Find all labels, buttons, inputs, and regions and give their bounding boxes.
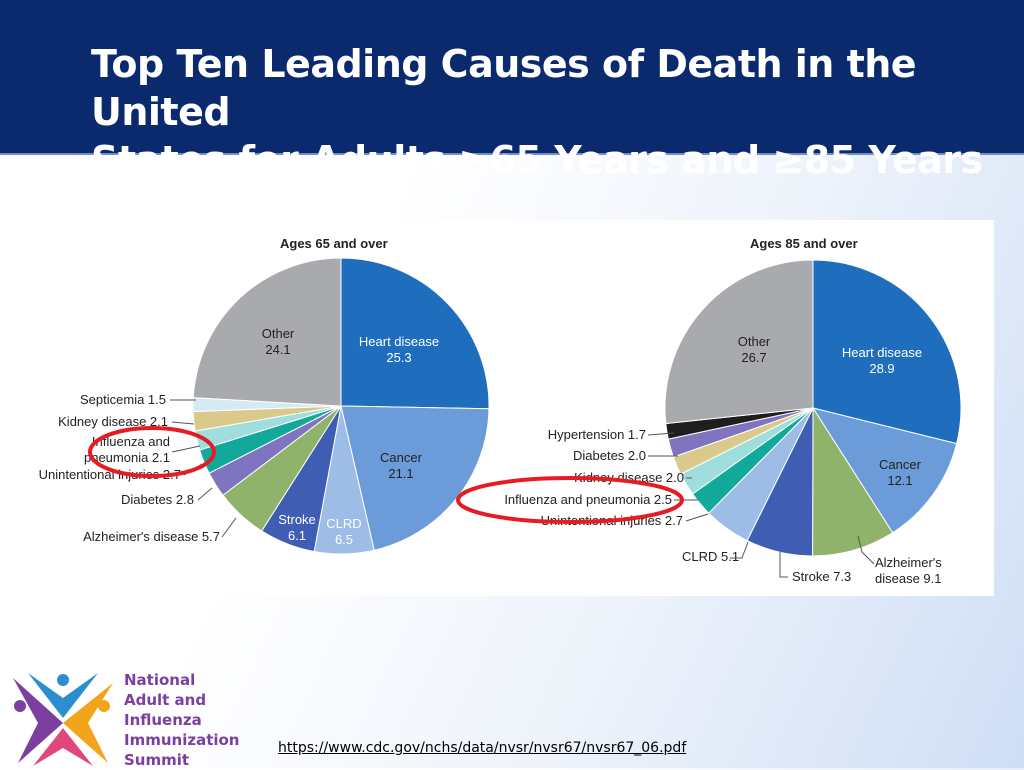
- logo-line: National: [124, 671, 196, 689]
- data-label: 28.9: [869, 361, 894, 376]
- pie-slice-other: [192, 257, 342, 407]
- chart-title: Ages 85 and over: [750, 236, 858, 251]
- data-label: Cancer: [380, 450, 423, 465]
- logo-line: Summit: [124, 751, 190, 769]
- data-label: Stroke: [278, 512, 316, 527]
- leader-line: [730, 541, 749, 559]
- data-label: Diabetes 2.8: [121, 492, 194, 507]
- data-label: 12.1: [887, 473, 912, 488]
- data-label: Other: [738, 334, 771, 349]
- data-label: Unintentional injuries 2.7: [39, 467, 181, 482]
- highlight-ring: [456, 476, 684, 524]
- page-title: Top Ten Leading Causes of Death in the U…: [91, 40, 991, 184]
- data-label: disease 9.1: [875, 571, 942, 586]
- pie-slice-alzheimer-s-disease: [812, 406, 894, 557]
- highlight-ring: [88, 426, 216, 478]
- title-line-1: Top Ten Leading Causes of Death in the U…: [91, 42, 917, 134]
- leader-line: [685, 513, 709, 522]
- title-banner: Top Ten Leading Causes of Death in the U…: [0, 0, 1024, 182]
- logo-wordmark: National Adult and Influenza Immunizatio…: [124, 670, 240, 770]
- leader-line: [171, 445, 201, 453]
- data-label: CLRD: [326, 516, 361, 531]
- pie-slice-heart-disease: [812, 259, 962, 445]
- data-label: 25.3: [386, 350, 411, 365]
- source-link[interactable]: https://www.cdc.gov/nchs/data/nvsr/nvsr6…: [278, 740, 687, 756]
- leader-line: [197, 487, 213, 501]
- pie-slice-cancer: [340, 405, 490, 551]
- leader-line: [221, 517, 237, 538]
- summit-logo-icon: [13, 673, 113, 766]
- title-line-2: States for Adults ≥65 Years and ≥85 Year…: [91, 138, 983, 182]
- data-label: Stroke 7.3: [792, 569, 851, 584]
- leader-line: [647, 432, 675, 436]
- pie-slice-other: [664, 259, 814, 425]
- data-label: 21.1: [388, 466, 413, 481]
- data-label: Alzheimer's disease 5.7: [83, 529, 220, 544]
- data-label: 24.1: [265, 342, 290, 357]
- chart-title: Ages 65 and over: [280, 236, 388, 251]
- data-label: Hypertension 1.7: [548, 427, 646, 442]
- data-label: Kidney disease 2.0: [574, 470, 684, 485]
- data-label: Diabetes 2.0: [573, 448, 646, 463]
- data-label: Septicemia 1.5: [80, 392, 166, 407]
- logo-line: Immunization: [124, 731, 240, 749]
- data-label: Heart disease: [359, 334, 439, 349]
- data-label: pneumonia 2.1: [84, 450, 170, 465]
- data-label: 6.5: [335, 532, 353, 547]
- pie-slice-cancer: [811, 407, 958, 534]
- logo-line: Adult and: [124, 691, 207, 709]
- logo-line: Influenza: [124, 711, 202, 729]
- data-label: Influenza and: [92, 434, 170, 449]
- data-label: Other: [262, 326, 295, 341]
- data-label: 26.7: [741, 350, 766, 365]
- chart-panel: Ages 65 and over Heart disease 25.3 Cancer 2…: [30, 220, 994, 596]
- data-label: Heart disease: [842, 345, 922, 360]
- data-label: Alzheimer's: [875, 555, 942, 570]
- data-label: Kidney disease 2.1: [58, 414, 168, 429]
- leader-line: [857, 535, 875, 565]
- data-label: Influenza and pneumonia 2.5: [504, 492, 672, 507]
- data-label: Cancer: [879, 457, 922, 472]
- leader-line: [171, 421, 195, 425]
- leader-line: [779, 552, 788, 578]
- data-label: CLRD 5.1: [682, 549, 739, 564]
- pie-slice-heart-disease: [340, 257, 490, 410]
- data-label: 6.1: [288, 528, 306, 543]
